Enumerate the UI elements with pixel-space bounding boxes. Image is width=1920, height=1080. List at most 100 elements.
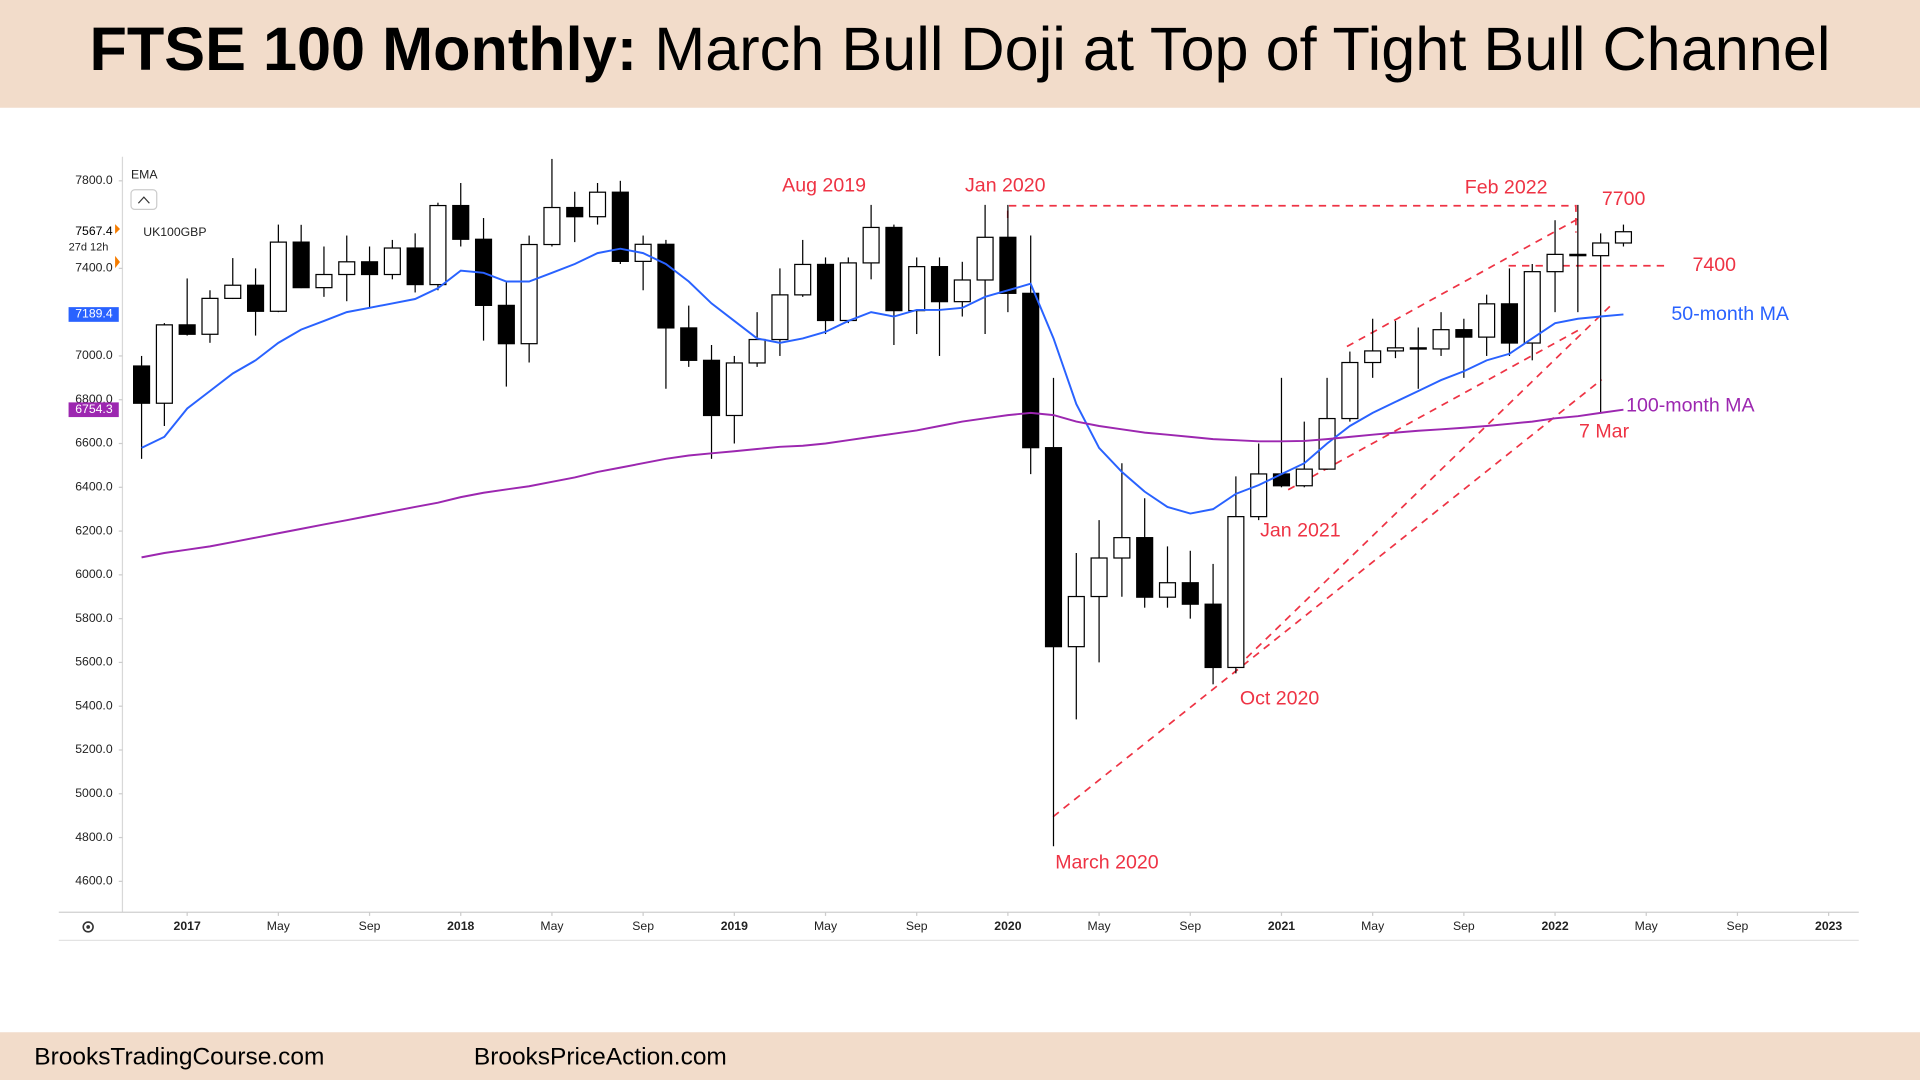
trend-lines [1006,204,1668,818]
candle-body [794,263,812,296]
candle-body [930,266,949,303]
candle-body [748,338,766,364]
ma-line [141,408,1624,559]
annotation: 7400 [1693,254,1737,276]
x-tick-label: Sep [1727,919,1749,933]
y-tick-label: 5000.0 [75,786,113,800]
candle-body [1432,329,1450,350]
channel-line [1236,301,1615,668]
candle-body [1204,603,1222,669]
candle-body [1181,582,1199,605]
candle-body [1044,447,1063,648]
x-tick-label: Sep [632,919,654,933]
candle-body [816,263,835,322]
channel-line [1346,217,1581,348]
candle-body [566,206,584,218]
candle-body [999,236,1017,294]
header-band [0,0,1920,108]
y-tick-label: 4800.0 [75,830,113,844]
legend-entry: 100-month MA [1626,395,1755,417]
title-rest: March Bull Doji at Top of Tight Bull Cha… [654,15,1830,83]
candle-body [1455,329,1473,338]
candle-body [292,241,310,289]
x-tick-label: Sep [359,919,381,933]
candle-body [702,359,721,417]
candle-body [1478,303,1496,338]
y-tick-label: 4600.0 [75,874,113,888]
candle-body [383,247,401,276]
x-tick-label: 2019 [721,919,748,933]
x-tick-label: 2017 [174,919,201,933]
annotation: Jan 2020 [965,174,1046,196]
x-tick-label: May [1361,919,1385,933]
candle-body [1067,595,1085,648]
candle-body [1546,253,1564,273]
candle-body [1227,516,1245,669]
candle-body [1364,350,1382,364]
ma100-value-bg [68,402,119,418]
ma50-value-bg [68,307,119,322]
candle-body [224,284,242,299]
footer-left: BrooksTradingCourse.com [34,1043,324,1070]
candle-body [657,243,675,329]
countdown: 27d 12h [69,241,109,253]
candle-body [406,247,424,286]
candle-body [1614,231,1633,244]
candle-body [1295,468,1313,487]
line-7700 [1006,204,1577,233]
candle-body [269,241,287,312]
last-price: 7567.4 [75,224,113,238]
candle-body [1569,253,1587,257]
candle-body [862,226,880,264]
candle-body [429,204,447,286]
title: FTSE 100 Monthly: March Bull Doji at Top … [89,15,1830,83]
candle-body [885,226,903,312]
annotation: Aug 2019 [782,174,866,196]
candle-body [839,262,857,322]
candle-body [680,327,698,361]
candle-body [725,362,743,417]
ma50-value: 7189.4 [75,307,113,321]
candle-body [520,243,538,345]
y-tick-label: 5600.0 [75,655,113,669]
candle-body [315,273,333,289]
ma100-value: 6754.3 [75,402,113,416]
indicator-label: EMA [131,167,158,181]
y-tick-label: 5200.0 [75,742,113,756]
channel-line [1052,378,1603,818]
candle-body [497,304,515,345]
y-tick-label: 6400.0 [75,480,113,494]
candle-body [1090,557,1108,598]
footer-right: BrooksPriceAction.com [474,1043,727,1070]
candle-body [155,324,173,404]
price-marker [115,224,120,234]
ma-line [141,247,1624,515]
candle-body [201,297,219,335]
x-tick-label: May [1635,919,1659,933]
price-marker [115,255,120,269]
candle-body [771,294,789,341]
symbol-label: UK100GBP [143,225,206,239]
x-tick-label: 2021 [1268,919,1295,933]
candle-body [953,279,971,303]
y-tick-label: 7800.0 [75,173,113,187]
collapse-button[interactable] [130,189,158,210]
candle-body [1386,347,1405,352]
x-tick-label: Sep [1179,919,1201,933]
x-tick-label: May [540,919,564,933]
candle-body [1250,473,1268,518]
gear-hub [86,925,90,929]
y-tick-label: 6600.0 [75,436,113,450]
candle-body [908,266,926,312]
candle-body [1341,361,1359,420]
candle-body [1158,582,1177,598]
settings-icon[interactable] [82,921,94,933]
annotation: March 2020 [1055,851,1158,873]
x-tick-label: 2020 [994,919,1021,933]
candle-body [133,365,151,404]
candle-body [338,261,356,276]
candle-body [588,191,607,218]
candle-body [1136,537,1154,598]
x-tick-label: 2023 [1815,919,1842,933]
